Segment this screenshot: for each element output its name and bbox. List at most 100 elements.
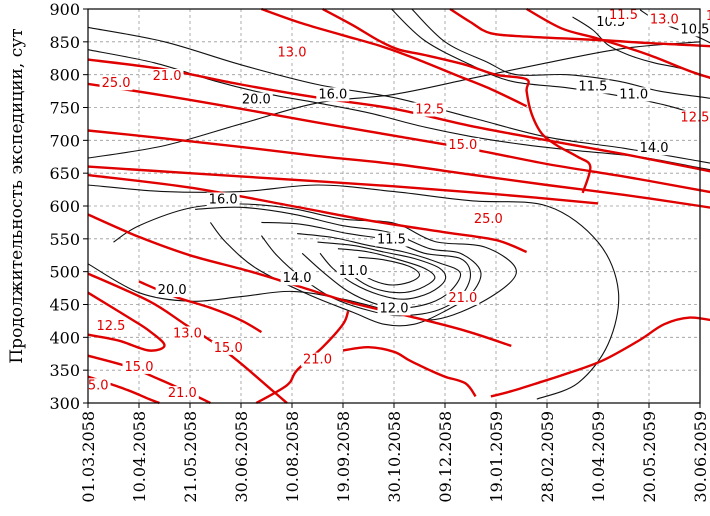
y-tick-label: 850 <box>49 33 80 52</box>
y-tick-label: 300 <box>49 394 80 413</box>
red-contour-line <box>87 291 166 352</box>
red-contour-line <box>87 173 528 254</box>
red-contour-line <box>261 7 528 108</box>
contour-label: 25.0 <box>474 212 503 227</box>
red-contour-line <box>87 165 599 205</box>
contour-label-background <box>446 290 480 305</box>
contour-label: 12.5 <box>415 102 444 117</box>
contour-label-background <box>99 76 133 91</box>
y-tick-label: 350 <box>49 361 80 380</box>
black-contour-line <box>411 8 710 99</box>
x-tick-label: 19.01.2059 <box>487 411 506 503</box>
contour-label: 16.0 <box>209 192 238 207</box>
contour-label: 13.0 <box>650 13 679 28</box>
contour-label-background <box>617 87 651 102</box>
contour-label-background <box>316 87 350 102</box>
contour-label: 25.0 <box>102 76 131 91</box>
x-tick-label: 30.06.2058 <box>232 411 251 503</box>
y-tick-label: 600 <box>49 197 80 216</box>
contour-label: 21.0 <box>303 353 332 368</box>
contour-label-background <box>607 7 640 22</box>
y-tick-label: 500 <box>49 263 80 282</box>
x-tick-label: 21.05.2058 <box>181 411 200 503</box>
contour-label: 13.0 <box>173 326 202 341</box>
contour-label: 12.5 <box>680 110 709 125</box>
black-contour-line <box>337 248 436 294</box>
y-tick-label: 400 <box>49 328 80 347</box>
x-axis-ticks: 01.03.2058 10.04.2058 21.05.2058 30.06.2058… <box>79 403 710 503</box>
contour-label: 12.0 <box>380 301 409 316</box>
x-tick-label: 10.04.2058 <box>130 411 149 503</box>
y-tick-label: 550 <box>49 230 80 249</box>
contour-label-background <box>336 264 370 279</box>
x-tick-label: 20.05.2059 <box>640 411 659 503</box>
contour-label: 5.0 <box>88 378 109 393</box>
contour-label: 21.0 <box>168 386 197 401</box>
black-contour-line <box>357 256 421 286</box>
y-tick-label: 900 <box>49 0 80 19</box>
contour-label: 14.0 <box>283 271 312 286</box>
x-tick-label: 10.08.2058 <box>283 411 302 503</box>
contour-label: 21.0 <box>448 291 477 306</box>
contour-label: 16.0 <box>318 87 347 102</box>
contour-label-background <box>576 79 610 94</box>
contour-label: 11.0 <box>619 87 648 102</box>
red-contour-line <box>87 129 710 209</box>
contour-label: 13.0 <box>278 45 307 60</box>
contour-label: 21.0 <box>153 69 182 84</box>
contour-label-background <box>637 141 671 156</box>
red-contour-line <box>526 7 710 79</box>
x-tick-label: 30.06.2059 <box>691 411 710 503</box>
contour-label-background <box>377 301 411 316</box>
contour-label: 11.0 <box>339 264 368 279</box>
contour-label: 11.5 <box>609 8 638 23</box>
contour-label: 10.5 <box>680 22 709 37</box>
contour-labels: 10.510.511.511.012.014.020.016.016.011.5… <box>85 7 710 401</box>
contour-label: 12.5 <box>96 319 125 334</box>
contour-label-background <box>703 9 710 24</box>
contour-label-background <box>301 352 334 367</box>
y-tick-label: 700 <box>49 131 80 150</box>
y-tick-label: 750 <box>49 99 80 118</box>
contour-label: 11.5 <box>578 79 607 94</box>
contour-label-background <box>211 340 245 355</box>
black-contour-line <box>87 184 620 400</box>
contour-label: 14.0 <box>640 141 669 156</box>
contour-label-background <box>85 378 111 393</box>
contour-label: 20.0 <box>158 283 187 298</box>
y-axis-ticks: 300 350 400 450 500 550 600 650 700 750 800 850 900 <box>49 0 88 413</box>
x-tick-label: 09.12.2058 <box>436 411 455 503</box>
x-tick-label: 30.10.2058 <box>385 411 404 503</box>
contour-label: 15.0 <box>448 138 477 153</box>
contour-label-background <box>678 22 710 37</box>
x-tick-label: 10.04.2059 <box>589 411 608 503</box>
contour-label: 15.0 <box>706 9 710 24</box>
contour-label-background <box>155 283 189 298</box>
black-contour-line <box>572 16 710 80</box>
contour-label: 15.0 <box>214 341 243 356</box>
contour-label-background <box>165 386 199 401</box>
contour-label-background <box>275 45 309 60</box>
contour-label-background <box>471 212 505 227</box>
contour-label-background <box>374 232 408 247</box>
red-contour-line <box>87 82 710 194</box>
contour-label-background <box>280 271 314 286</box>
contour-label-background <box>413 102 447 117</box>
contour-label-background <box>150 68 184 83</box>
red-contour-line <box>87 213 512 348</box>
contour-label: 11.5 <box>377 232 406 247</box>
contour-label-background <box>446 137 480 152</box>
y-tick-label: 650 <box>49 164 80 183</box>
red-contour-line <box>342 345 477 398</box>
contour-label: 20.0 <box>242 93 271 108</box>
red-contour-line <box>490 316 710 398</box>
contour-label-background <box>678 110 710 125</box>
contour-label-background <box>94 319 128 334</box>
contour-label: 15.0 <box>125 360 154 375</box>
contour-label-background <box>239 92 273 107</box>
red-contour-line <box>449 7 710 48</box>
x-tick-label: 01.03.2058 <box>79 411 98 503</box>
contour-label-background <box>122 359 156 374</box>
y-tick-label: 800 <box>49 66 80 85</box>
x-tick-label: 19.09.2058 <box>334 411 353 503</box>
